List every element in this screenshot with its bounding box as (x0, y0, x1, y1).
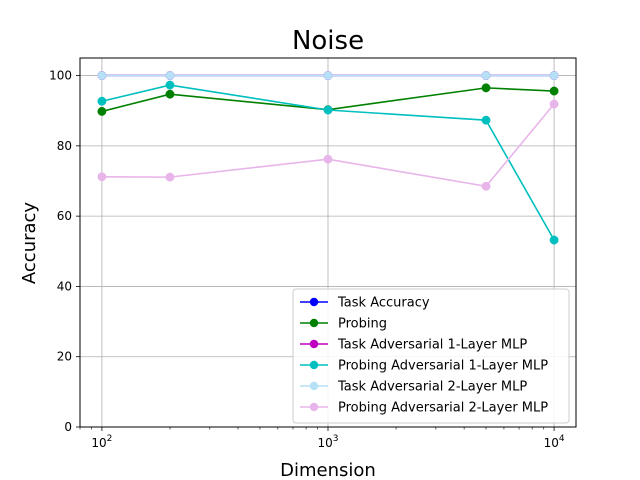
legend-item: Task Accuracy (300, 296, 430, 311)
data-point (165, 172, 175, 182)
data-point (481, 181, 491, 191)
series-group (97, 71, 559, 245)
legend-box (292, 288, 570, 424)
legend-item: Task Adversarial 2-Layer MLP (300, 380, 527, 395)
legend-item: Probing (300, 317, 387, 332)
legend-label: Task Adversarial 2-Layer MLP (337, 380, 527, 395)
series-6 (97, 99, 559, 191)
data-point (97, 71, 107, 81)
data-point (549, 99, 559, 109)
data-point (97, 96, 107, 106)
y-tick-label: 60 (57, 209, 72, 223)
data-point (323, 154, 333, 164)
y-tick-label: 80 (57, 139, 72, 153)
y-tick-label: 20 (57, 350, 72, 364)
legend-marker (309, 318, 319, 328)
legend: Task Accuracy Probing Task Adversarial 1-L… (292, 288, 570, 424)
legend-label: Task Accuracy (337, 296, 430, 311)
data-point (165, 71, 175, 81)
data-point (481, 115, 491, 125)
legend-marker (309, 381, 319, 391)
legend-marker (309, 297, 319, 307)
data-point (481, 71, 491, 81)
legend-item: Probing Adversarial 2-Layer MLP (300, 401, 548, 416)
y-axis-label: Accuracy (19, 202, 40, 285)
x-tick-label: 103 (317, 434, 338, 450)
legend-label: Probing Adversarial 1-Layer MLP (338, 359, 548, 374)
x-tick-label: 102 (91, 434, 112, 450)
legend-label: Probing Adversarial 2-Layer MLP (338, 401, 548, 416)
data-point (97, 106, 107, 116)
series-4 (97, 80, 559, 245)
data-point (165, 80, 175, 90)
legend-label: Task Adversarial 1-Layer MLP (337, 338, 527, 353)
data-point (481, 83, 491, 93)
y-tick-label: 40 (57, 279, 72, 293)
axes (76, 57, 577, 431)
legend-item: Task Adversarial 1-Layer MLP (300, 338, 527, 353)
legend-marker (309, 360, 319, 370)
data-point (97, 172, 107, 182)
y-tick-label: 100 (49, 69, 72, 83)
legend-item: Probing Adversarial 1-Layer MLP (300, 359, 548, 374)
data-point (549, 71, 559, 81)
data-point (165, 89, 175, 99)
data-point (549, 235, 559, 245)
tick-labels: 0 20 40 60 80 100 102 103 104 (49, 69, 565, 450)
legend-marker (309, 339, 319, 349)
data-point (323, 71, 333, 81)
x-tick-label: 104 (544, 434, 565, 450)
chart-title: Noise (292, 26, 364, 56)
legend-marker (309, 402, 319, 412)
series-5 (97, 71, 559, 81)
data-point (323, 105, 333, 115)
data-point (549, 86, 559, 96)
legend-label: Probing (338, 317, 387, 332)
x-axis-label: Dimension (280, 460, 376, 480)
y-tick-label: 0 (64, 420, 72, 434)
